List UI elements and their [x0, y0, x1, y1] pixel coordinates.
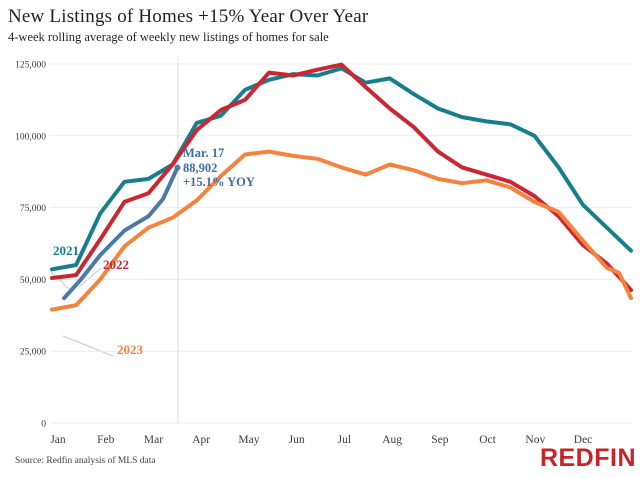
x-tick-label: Aug — [382, 434, 402, 446]
annotation-mar17: Mar. 17 88,902 +15.1% YOY — [183, 146, 255, 190]
series-line-current-year — [62, 165, 180, 301]
x-tick-label: Mar — [144, 434, 163, 446]
y-tick-label: 75,000 — [20, 204, 46, 214]
annotation-yoy: +15.1% YOY — [183, 175, 255, 189]
leader-line-2022 — [78, 267, 102, 288]
label-leader-lines — [50, 267, 114, 357]
annotation-date: Mar. 17 — [183, 146, 225, 160]
series-line-2021 — [50, 66, 633, 272]
x-tick-label: Nov — [525, 434, 545, 446]
series-label-2021: 2021 — [53, 243, 79, 258]
series-end-dot-current-year — [174, 164, 181, 171]
y-tick-label: 25,000 — [20, 348, 46, 358]
series-label-2022: 2022 — [103, 257, 129, 272]
x-tick-label: Oct — [479, 434, 496, 446]
x-tick-label: May — [238, 434, 259, 446]
grid-layer — [50, 57, 632, 424]
leader-line-2023 — [62, 335, 114, 357]
chart-title: New Listings of Homes +15% Year Over Yea… — [8, 6, 369, 27]
series-label-2023: 2023 — [117, 342, 143, 357]
x-tick-label: Jan — [50, 434, 66, 446]
annotation-value: 88,902 — [183, 160, 218, 175]
chart-subtitle: 4-week rolling average of weekly new lis… — [8, 30, 329, 44]
x-tick-label: Dec — [574, 434, 593, 446]
y-tick-label: 0 — [41, 420, 46, 430]
x-tick-label: Sep — [431, 434, 449, 446]
series-line-2023 — [50, 149, 633, 312]
y-tick-label: 125,000 — [15, 61, 46, 71]
y-tick-label: 50,000 — [20, 276, 46, 286]
x-tick-label: Feb — [97, 434, 115, 446]
y-tick-label: 100,000 — [15, 132, 46, 142]
series-line-2022 — [50, 62, 633, 292]
x-tick-label: Apr — [192, 434, 210, 446]
source-note: Source: Redfin analysis of MLS data — [15, 456, 156, 466]
series-layer — [50, 62, 633, 312]
x-tick-label: Jul — [338, 434, 351, 446]
leader-line-2021 — [50, 271, 70, 290]
x-tick-label: Jun — [289, 434, 305, 446]
redfin-logo: REDFIN — [539, 444, 636, 472]
axis-text-layer: 0 25,000 50,000 75,000 100,000 125,000 Jan Feb M… — [15, 61, 592, 447]
